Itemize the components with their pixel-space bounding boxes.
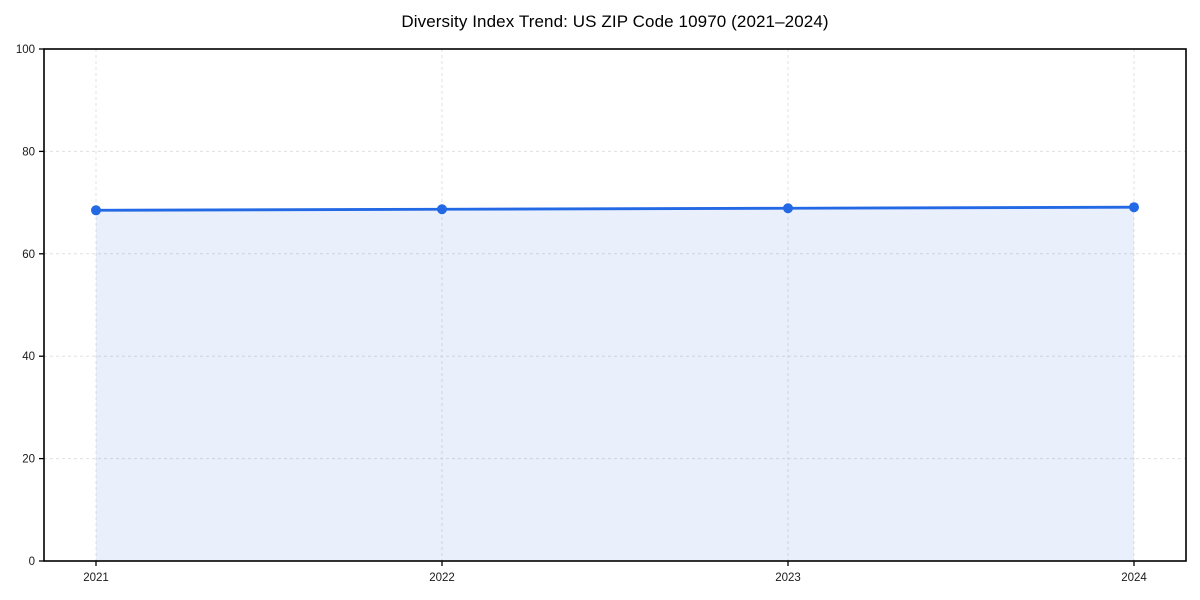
data-point bbox=[783, 203, 793, 214]
y-tick-label: 0 bbox=[29, 556, 35, 568]
y-tick-label: 100 bbox=[16, 44, 35, 56]
y-tick-label: 60 bbox=[22, 249, 35, 261]
area-fill bbox=[96, 207, 1134, 561]
x-tick-label: 2022 bbox=[429, 572, 455, 584]
data-point bbox=[1129, 202, 1139, 213]
y-tick-label: 20 bbox=[22, 454, 35, 466]
y-tick-label: 40 bbox=[22, 351, 35, 363]
trend-line bbox=[94, 205, 1136, 212]
plot-border bbox=[43, 48, 1187, 562]
data-point bbox=[91, 205, 101, 216]
y-tick-label: 80 bbox=[22, 146, 35, 158]
x-tick-label: 2023 bbox=[775, 572, 801, 584]
x-tick-label: 2021 bbox=[83, 572, 109, 584]
data-point bbox=[437, 204, 447, 215]
chart-title: Diversity Index Trend: US ZIP Code 10970… bbox=[401, 12, 829, 31]
x-tick-label: 2024 bbox=[1121, 572, 1147, 584]
